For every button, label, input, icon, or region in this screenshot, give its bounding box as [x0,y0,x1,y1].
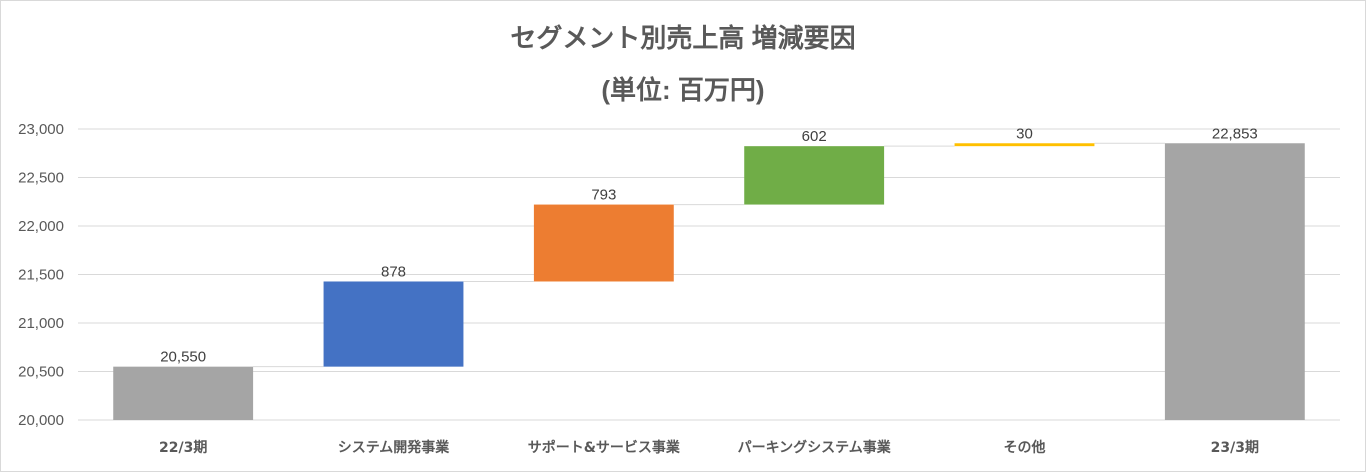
data-label: 20,550 [160,349,206,366]
gridlines [78,128,1340,421]
data-label: 878 [381,263,406,280]
y-tick-label: 21,000 [18,315,64,332]
x-category-label: 22/3期 [159,440,207,456]
y-tick-label: 20,000 [18,412,64,429]
chart-title-text: セグメント別売上高 増減要因 [510,23,856,53]
chart-subtitle-text: (単位: 百万円) [601,75,765,105]
x-category-label: サポート&サービス事業 [528,439,681,456]
data-labels: 20,550 878 793 602 30 22,853 [160,125,1258,365]
bars [113,143,1305,420]
x-axis-labels: 22/3期 システム開発事業 サポート&サービス事業 パーキングシステム事業 その他 23… [159,439,1259,456]
data-label: 793 [591,187,616,204]
x-category-label: パーキングシステム事業 [738,439,892,456]
y-tick-label: 22,000 [18,218,64,235]
bar-0 [113,366,254,420]
y-tick-label: 22,500 [18,170,64,187]
x-category-label: 23/3期 [1211,440,1259,456]
y-axis-ticks: 20,000 20,500 21,000 21,500 22,000 22,500 23,0… [18,121,64,429]
y-tick-label: 20,500 [18,364,64,381]
bar-5 [1164,143,1305,420]
data-label: 30 [1016,125,1033,142]
y-tick-label: 23,000 [18,121,64,138]
connector-lines [253,142,1165,368]
data-label: 22,853 [1212,125,1258,142]
y-tick-label: 21,500 [18,267,64,284]
x-category-label: その他 [1004,439,1046,456]
bar-3 [744,146,885,205]
bar-1 [323,281,464,367]
x-category-label: システム開発事業 [338,439,451,456]
data-label: 602 [802,128,827,145]
bar-2 [533,204,674,282]
bar-4 [954,143,1095,147]
